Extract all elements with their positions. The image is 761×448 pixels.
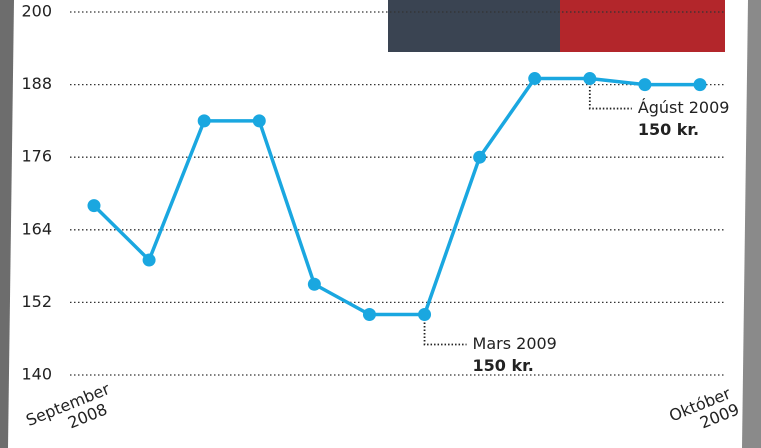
line <box>92 76 700 317</box>
annotation-price: 150 kr. <box>638 120 699 139</box>
point <box>87 199 101 213</box>
point <box>197 114 211 128</box>
point <box>142 253 156 267</box>
y-tick-label: 140 <box>21 365 52 384</box>
point <box>528 72 542 86</box>
point <box>252 114 266 128</box>
point <box>362 308 376 321</box>
y-tick-label: 200 <box>21 2 52 21</box>
point <box>473 150 487 164</box>
y-tick-label: 176 <box>21 147 52 166</box>
y-tick-label: 164 <box>21 219 52 238</box>
photo-detail <box>560 0 725 52</box>
point <box>418 308 432 321</box>
annotation-leader <box>588 86 632 110</box>
frame-edge <box>742 0 761 448</box>
annotation-label: Mars 2009 <box>473 334 557 353</box>
annotation-label: Ágúst 2009 <box>638 98 730 117</box>
point <box>583 72 597 86</box>
point <box>307 277 321 291</box>
annotation-price: 150 kr. <box>473 356 534 375</box>
annotation-leader <box>423 322 467 346</box>
point <box>693 78 707 92</box>
point <box>638 78 652 92</box>
y-tick-label: 152 <box>21 292 52 311</box>
y-tick-label: 188 <box>21 74 52 93</box>
frame-edge <box>0 0 14 448</box>
